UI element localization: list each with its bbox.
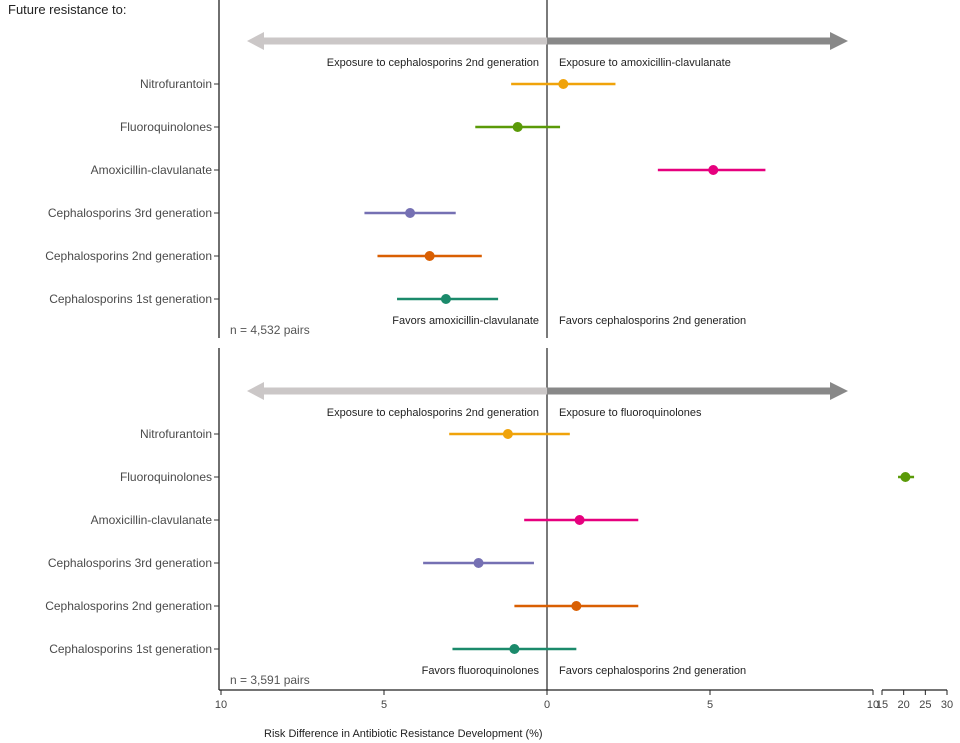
point-estimate <box>473 558 484 568</box>
y-tick-label: Cephalosporins 3rd generation <box>48 206 212 220</box>
point-estimate <box>512 122 523 132</box>
left-arrow-head <box>247 382 264 400</box>
x-tick-label: 30 <box>941 699 953 711</box>
y-tick-label: Cephalosporins 2nd generation <box>45 599 212 613</box>
y-tick-label: Cephalosporins 1st generation <box>49 642 212 656</box>
x-tick-label: 5 <box>707 699 713 711</box>
y-tick-label: Nitrofurantoin <box>140 77 212 91</box>
point-estimate <box>509 644 520 654</box>
x-tick-label: 0 <box>544 699 550 711</box>
point-estimate <box>571 601 582 611</box>
arrow-left-label: Exposure to cephalosporins 2nd generatio… <box>327 57 539 69</box>
x-axis-label: Risk Difference in Antibiotic Resistance… <box>264 728 543 740</box>
panel-2: Exposure to cephalosporins 2nd generatio… <box>45 348 915 690</box>
y-tick-label: Fluoroquinolones <box>120 120 212 134</box>
point-estimate <box>574 515 585 525</box>
point-estimate <box>502 429 513 439</box>
y-tick-label: Cephalosporins 3rd generation <box>48 556 212 570</box>
point-estimate <box>424 251 435 261</box>
right-arrow-head <box>830 32 848 50</box>
arrow-left-label: Exposure to cephalosporins 2nd generatio… <box>327 407 539 419</box>
panel-1: Exposure to cephalosporins 2nd generatio… <box>45 0 848 338</box>
x-tick-label: 25 <box>919 699 931 711</box>
y-tick-label: Fluoroquinolones <box>120 470 212 484</box>
y-tick-label: Cephalosporins 2nd generation <box>45 249 212 263</box>
favors-right-label: Favors cephalosporins 2nd generation <box>559 665 746 677</box>
arrow-right-label: Exposure to amoxicillin-clavulanate <box>559 57 731 69</box>
favors-left-label: Favors amoxicillin-clavulanate <box>392 315 539 327</box>
x-tick-label: 5 <box>381 699 387 711</box>
point-estimate <box>558 79 569 89</box>
y-tick-label: Nitrofurantoin <box>140 427 212 441</box>
x-tick-label: 15 <box>876 699 888 711</box>
right-arrow-head <box>830 382 848 400</box>
point-estimate <box>405 208 416 218</box>
x-tick-label: 10 <box>215 699 227 711</box>
y-tick-label: Amoxicillin-clavulanate <box>91 163 213 177</box>
chart-title: Future resistance to: <box>8 2 127 17</box>
y-tick-label: Amoxicillin-clavulanate <box>91 513 213 527</box>
favors-right-label: Favors cephalosporins 2nd generation <box>559 315 746 327</box>
y-tick-label: Cephalosporins 1st generation <box>49 292 212 306</box>
point-estimate <box>900 472 911 482</box>
favors-left-label: Favors fluoroquinolones <box>422 665 540 677</box>
sample-size-label: n = 3,591 pairs <box>230 673 310 687</box>
left-arrow-head <box>247 32 264 50</box>
point-estimate <box>440 294 451 304</box>
x-tick-label: 20 <box>898 699 910 711</box>
x-tick-label: 10 <box>867 699 879 711</box>
arrow-right-label: Exposure to fluoroquinolones <box>559 407 702 419</box>
point-estimate <box>708 165 719 175</box>
sample-size-label: n = 4,532 pairs <box>230 323 310 337</box>
